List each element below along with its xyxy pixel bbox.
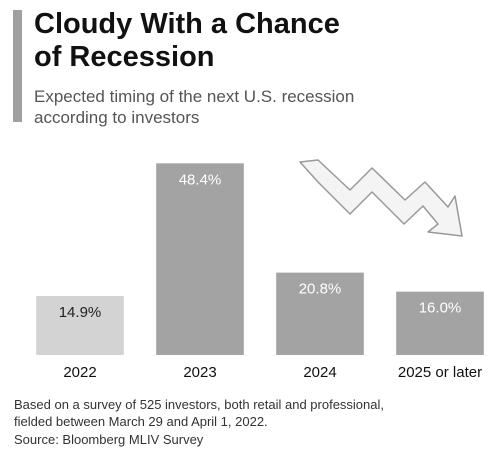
bar bbox=[156, 163, 244, 355]
value-label: 48.4% bbox=[179, 171, 222, 188]
x-tick-label: 2025 or later bbox=[398, 364, 482, 381]
footnote: Based on a survey of 525 investors, both… bbox=[14, 397, 384, 429]
value-label: 16.0% bbox=[419, 300, 462, 317]
x-tick-label: 2024 bbox=[303, 364, 336, 381]
accent-bar bbox=[13, 10, 22, 122]
trend-arrow bbox=[299, 159, 463, 237]
chart-title: Cloudy With a Chance of Recession bbox=[34, 8, 340, 73]
chart-subtitle: Expected timing of the next U.S. recessi… bbox=[34, 87, 355, 127]
chart: 14.9% 2022 48.4% 2023 20.8% 2024 16.0% 2025 or … bbox=[36, 159, 484, 381]
x-tick-label: 2023 bbox=[183, 364, 216, 381]
source: Source: Bloomberg MLIV Survey bbox=[14, 432, 204, 447]
bar bbox=[276, 272, 364, 355]
value-label: 14.9% bbox=[59, 304, 102, 321]
x-tick-label: 2022 bbox=[63, 364, 96, 381]
value-label: 20.8% bbox=[299, 281, 342, 298]
bar bbox=[36, 295, 124, 355]
bar bbox=[396, 291, 484, 355]
